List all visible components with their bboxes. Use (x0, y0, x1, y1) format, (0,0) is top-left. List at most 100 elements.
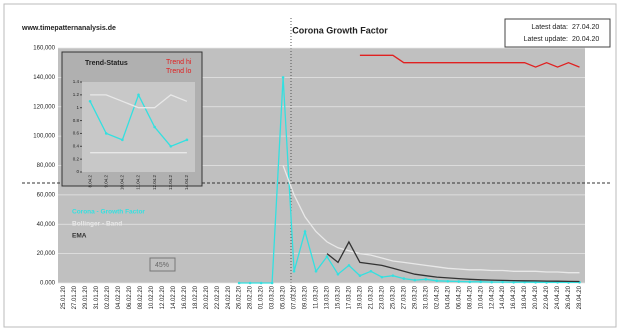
legend-entry: Corona - Growth Factor (72, 209, 145, 216)
y-tick-label: 0.6 (73, 131, 80, 136)
series-line (326, 240, 580, 283)
series-point (104, 132, 108, 135)
x-tick-label: 26.02.20 (237, 285, 243, 309)
series-point (358, 274, 362, 277)
info-label: Latest data: (531, 24, 568, 31)
y-tick-label: 20,000 (37, 251, 56, 257)
y-tick-label: 0 (76, 169, 79, 174)
x-tick-label: 28.02.20 (248, 285, 254, 309)
x-tick-label: 12.04.20 (489, 285, 495, 309)
x-tick-label: 13.03.20 (325, 285, 331, 309)
x-tick-label: 19.03.20 (358, 285, 364, 309)
x-tick-label: 08.02.20 (138, 285, 144, 309)
series-point (424, 278, 428, 281)
series-point (468, 280, 472, 284)
x-tick-label: 20.02.20 (204, 285, 210, 309)
source: www.timepatternanalysis.de (21, 25, 116, 32)
x-tick-label: 13.04.2 (168, 175, 173, 191)
x-tick-label: 23.03.20 (379, 285, 385, 309)
x-tick-label: 31.01.20 (94, 285, 100, 309)
series-point (391, 274, 395, 277)
y-tick-label: 0.4 (73, 143, 80, 148)
x-tick-label: 25.01.20 (61, 285, 67, 309)
series-point (523, 280, 526, 284)
series-point (303, 230, 307, 233)
legend-entry: Bollinger - Band (72, 221, 122, 228)
annotation: 45% (155, 262, 169, 269)
x-tick-label: 22.02.20 (215, 285, 221, 309)
y-tick-label: 120,000 (33, 104, 55, 110)
x-tick-label: 10.04.2 (120, 175, 125, 191)
x-tick-label: 10.04.20 (478, 285, 484, 309)
y-tick-label: 0.8 (73, 118, 80, 123)
series-line (239, 77, 580, 284)
y-tick-label: 140,000 (33, 75, 55, 81)
series-point (88, 99, 92, 103)
x-tick-label: 15.03.20 (336, 285, 342, 309)
x-tick-label: 02.02.20 (105, 285, 111, 309)
y-tick-label: 1.4 (73, 79, 80, 84)
info-box (504, 18, 611, 48)
x-tick-label: 25.03.20 (390, 285, 396, 309)
series-point (237, 281, 241, 285)
x-tick-label: 12.02.20 (160, 285, 166, 309)
y-tick-label: 0.2 (73, 156, 80, 161)
x-tick-label: 31.03.20 (423, 285, 429, 309)
series-line (282, 165, 580, 274)
x-tick-label: 02.04.20 (434, 285, 440, 309)
x-tick-label: 27.03.20 (401, 285, 407, 309)
series-point (121, 138, 124, 142)
x-tick-label: 29.03.20 (412, 285, 418, 309)
y-tick-label: 40,000 (37, 222, 56, 228)
x-tick-label: 24.02.20 (226, 285, 232, 309)
series-point (512, 280, 515, 284)
series-point (137, 93, 140, 97)
x-tick-label: 20.04.20 (533, 285, 539, 309)
x-tick-label: 12.04.2 (152, 175, 157, 191)
series-point (369, 269, 373, 273)
series-point (490, 280, 493, 284)
trend-label: Trend hi (166, 59, 192, 66)
series-point (248, 281, 252, 285)
series-point (336, 272, 340, 276)
info-label: Latest update: (524, 36, 568, 43)
x-tick-label: 18.02.20 (193, 285, 199, 309)
chart-title: Corona Growth Factor (292, 25, 388, 35)
x-tick-label: 05.03.20 (281, 285, 287, 309)
x-tick-label: 14.02.20 (171, 285, 177, 309)
x-tick-label: 11.04.2 (136, 175, 141, 190)
x-tick-label: 8.04.2 (87, 175, 92, 188)
series-point (270, 281, 274, 285)
x-tick-label: 08.04.20 (467, 285, 473, 309)
x-tick-label: 14.04.2 (184, 175, 189, 191)
y-tick-label: 0.000 (40, 281, 56, 287)
x-tick-label: 9.04.2 (103, 175, 108, 188)
x-tick-label: 16.04.20 (511, 285, 517, 309)
series-point (479, 280, 482, 284)
series-point (457, 280, 461, 283)
x-tick-label: 16.02.20 (182, 285, 188, 309)
y-tick-label: 60,000 (37, 192, 56, 198)
x-tick-label: 29.01.20 (83, 285, 89, 309)
series-point (185, 138, 189, 142)
x-tick-label: 17.03.20 (347, 285, 353, 309)
x-tick-label: 07.03.20 (292, 285, 298, 309)
x-tick-label: 24.04.20 (555, 285, 561, 309)
y-tick-label: 160,000 (33, 46, 55, 52)
series-line (359, 54, 580, 68)
x-tick-label: 11.03.20 (314, 285, 320, 309)
info-value: 27.04.20 (572, 24, 599, 31)
x-tick-label: 06.04.20 (456, 285, 462, 309)
series-line (90, 94, 188, 109)
series-point (153, 125, 156, 129)
x-tick-label: 21.03.20 (368, 285, 374, 309)
x-tick-label: 14.04.20 (500, 285, 506, 309)
y-tick-label: 80,000 (37, 163, 56, 169)
x-tick-label: 28.04.20 (577, 285, 583, 309)
x-tick-label: 26.04.20 (566, 285, 572, 309)
series-point (435, 279, 439, 283)
x-tick-label: 10.02.20 (149, 285, 155, 309)
series-point (501, 280, 504, 284)
series-point (534, 280, 537, 284)
